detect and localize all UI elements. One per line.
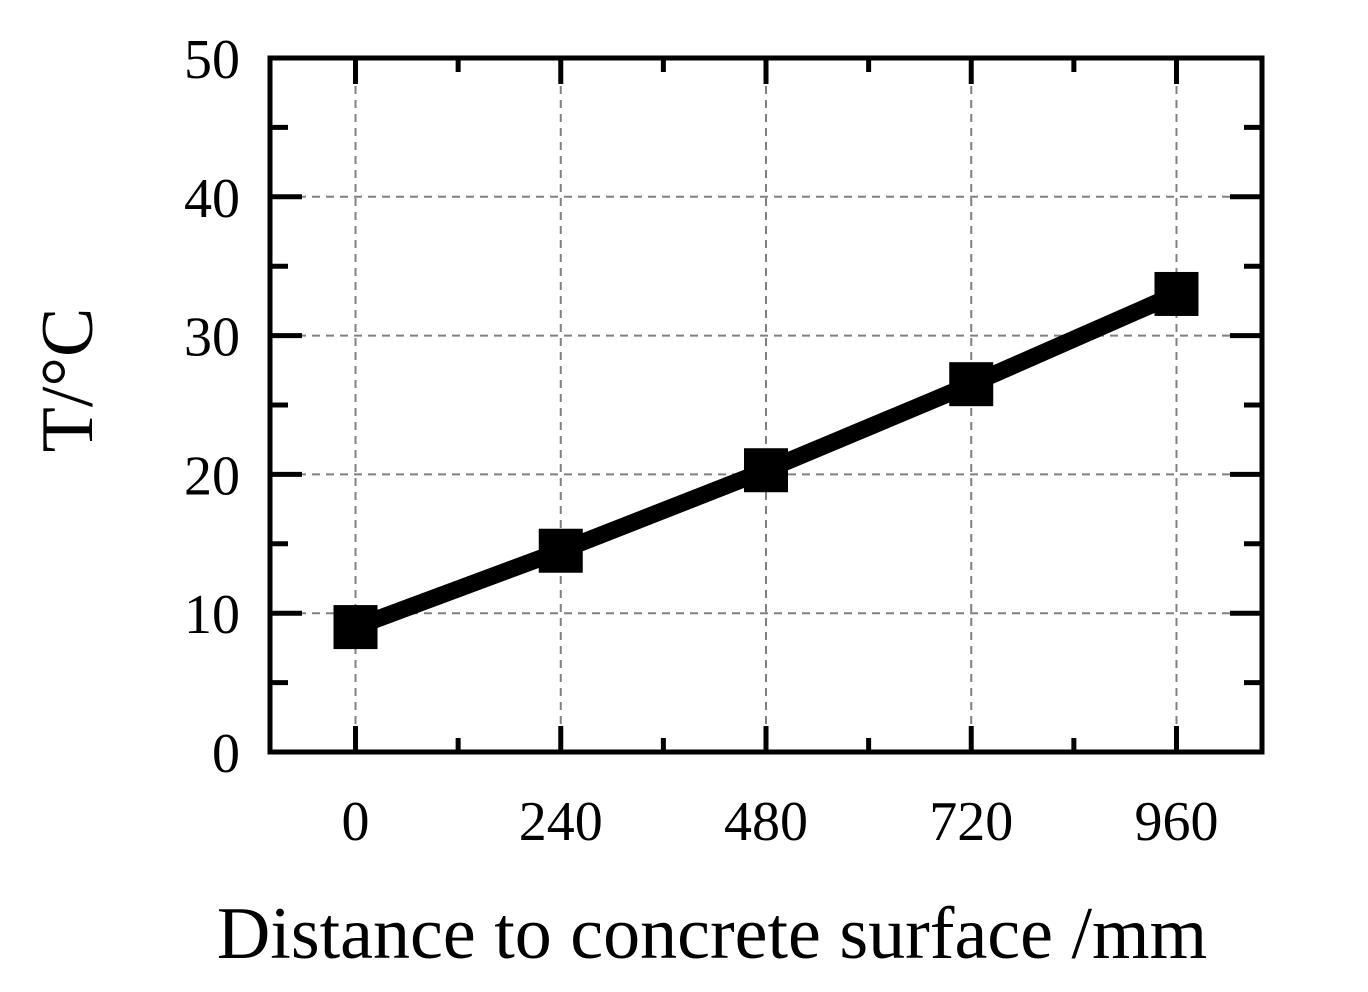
y-tick-label: 50: [184, 29, 240, 91]
series-layer: [333, 271, 1199, 650]
data-point-marker: [538, 528, 583, 573]
y-tick-label: 20: [184, 445, 240, 507]
data-point-marker: [1154, 271, 1199, 316]
y-tick-labels: 0 10 20 30 40 50: [184, 29, 240, 785]
grid: [270, 58, 1262, 752]
y-tick-label: 10: [184, 584, 240, 646]
data-point-marker: [333, 605, 378, 650]
x-tick-label: 0: [342, 791, 370, 853]
y-tick-label: 30: [184, 307, 240, 369]
data-point-marker: [744, 448, 788, 493]
y-tick-label: 40: [184, 168, 240, 230]
x-axis-title: Distance to concrete surface /mm: [217, 893, 1207, 975]
y-tick-label: 0: [212, 723, 240, 785]
y-axis-title: T/°C: [27, 308, 109, 453]
x-tick-label: 480: [724, 791, 808, 853]
plot-frame: [267, 55, 1265, 755]
x-tick-label: 960: [1134, 791, 1218, 853]
x-tick-labels: 0 240 480 720 960: [342, 791, 1219, 853]
x-tick-label: 240: [519, 791, 603, 853]
x-tick-label: 720: [929, 791, 1013, 853]
data-point-marker: [949, 362, 994, 407]
